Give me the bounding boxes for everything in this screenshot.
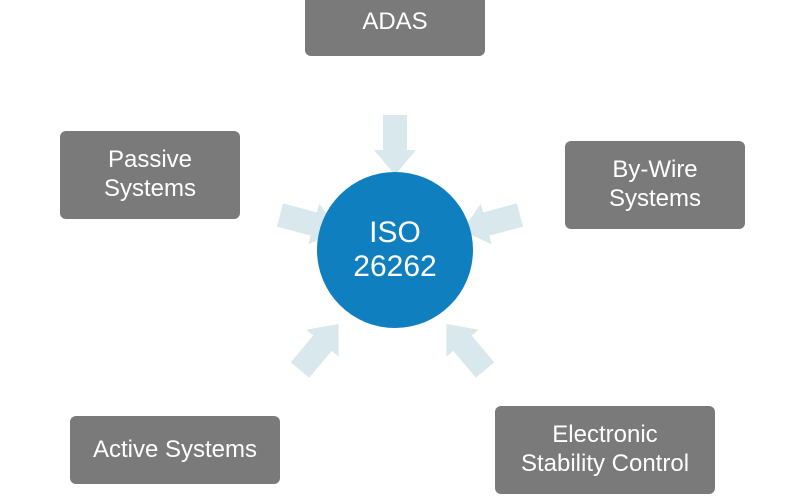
node-label: Active Systems	[93, 436, 257, 465]
arrow-adas	[374, 115, 416, 175]
center-node: ISO 26262	[317, 172, 473, 328]
node-label: ADAS	[362, 8, 427, 37]
arrow-active	[284, 311, 355, 384]
center-label-line2: 26262	[353, 250, 436, 285]
center-label-line1: ISO	[353, 216, 436, 251]
node-label: By-Wire Systems	[609, 156, 701, 214]
node-bywire: By-Wire Systems	[565, 141, 745, 229]
node-label: Passive Systems	[104, 146, 196, 204]
arrow-esc	[430, 311, 501, 384]
node-active: Active Systems	[70, 416, 280, 484]
node-label: Electronic Stability Control	[521, 421, 689, 479]
node-adas: ADAS	[305, 0, 485, 56]
node-passive: Passive Systems	[60, 131, 240, 219]
node-esc: Electronic Stability Control	[495, 406, 715, 494]
